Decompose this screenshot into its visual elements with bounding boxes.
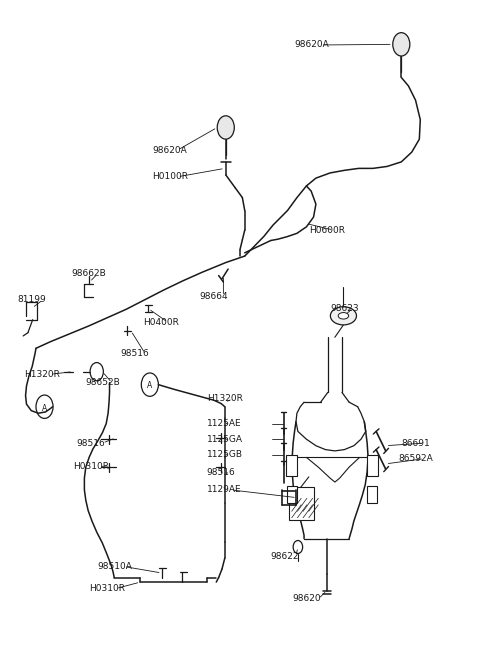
Text: 98516: 98516 bbox=[120, 349, 149, 358]
Ellipse shape bbox=[338, 312, 348, 319]
Text: 98620A: 98620A bbox=[152, 145, 187, 155]
Circle shape bbox=[393, 33, 410, 56]
Text: 98510A: 98510A bbox=[97, 562, 132, 571]
Circle shape bbox=[217, 116, 234, 139]
Text: A: A bbox=[147, 381, 153, 390]
Text: H0310R: H0310R bbox=[73, 462, 109, 471]
Text: H1320R: H1320R bbox=[207, 394, 243, 403]
Text: A: A bbox=[42, 403, 47, 413]
Text: 98622: 98622 bbox=[271, 552, 300, 561]
Ellipse shape bbox=[330, 307, 357, 325]
Text: 98662B: 98662B bbox=[72, 269, 107, 278]
Text: 86691: 86691 bbox=[401, 439, 430, 447]
Text: H0600R: H0600R bbox=[309, 225, 345, 234]
FancyBboxPatch shape bbox=[286, 455, 298, 476]
Text: 1125GA: 1125GA bbox=[207, 435, 243, 443]
Text: 98623: 98623 bbox=[330, 303, 359, 312]
Text: 98652B: 98652B bbox=[86, 378, 120, 387]
Text: H1320R: H1320R bbox=[24, 370, 60, 379]
Text: 98620A: 98620A bbox=[295, 41, 329, 50]
Text: 81199: 81199 bbox=[17, 295, 46, 304]
Text: 98516: 98516 bbox=[76, 439, 105, 447]
Text: 98620: 98620 bbox=[292, 595, 321, 603]
FancyBboxPatch shape bbox=[287, 486, 298, 504]
Text: H0400R: H0400R bbox=[143, 318, 179, 327]
Text: 86592A: 86592A bbox=[398, 454, 433, 463]
Text: 98664: 98664 bbox=[200, 292, 228, 301]
FancyBboxPatch shape bbox=[367, 455, 378, 476]
Text: 1125AE: 1125AE bbox=[207, 419, 241, 428]
FancyBboxPatch shape bbox=[367, 486, 377, 504]
FancyBboxPatch shape bbox=[289, 487, 313, 520]
Text: H0100R: H0100R bbox=[152, 172, 188, 181]
Text: 1129AE: 1129AE bbox=[207, 485, 241, 495]
Text: 98516: 98516 bbox=[207, 468, 236, 477]
Text: 1125GB: 1125GB bbox=[207, 450, 243, 459]
Text: H0310R: H0310R bbox=[90, 584, 126, 593]
